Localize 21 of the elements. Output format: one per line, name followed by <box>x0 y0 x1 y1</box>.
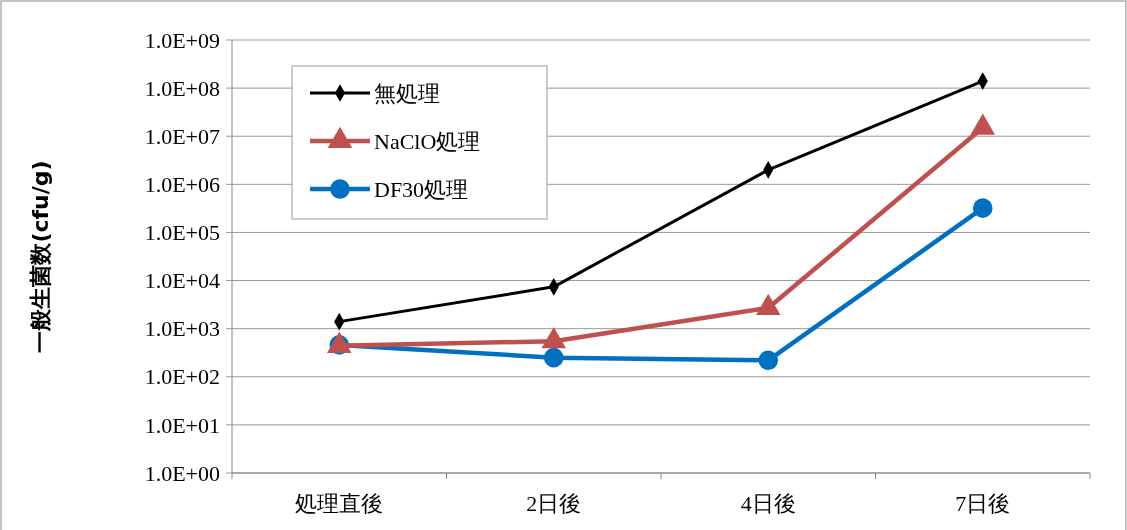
point <box>758 350 779 371</box>
point <box>543 347 564 368</box>
y-tick-label: 1.0E+03 <box>144 316 220 342</box>
y-tick-label: 1.0E+02 <box>144 364 220 390</box>
y-tick-label: 1.0E+01 <box>144 412 220 438</box>
x-tick-label: 4日後 <box>740 491 796 516</box>
y-tick-label: 1.0E+06 <box>144 172 220 198</box>
x-tick-label: 7日後 <box>955 491 1011 516</box>
y-tick-label: 1.0E+04 <box>144 268 220 294</box>
x-tick-label: 2日後 <box>526 491 582 516</box>
legend-label: 無処理 <box>374 80 440 106</box>
y-axis-title: 一般生菌数(cfu/g) <box>28 160 53 353</box>
y-tick-label: 1.0E+07 <box>144 123 220 149</box>
y-tick-label: 1.0E+08 <box>144 75 220 101</box>
x-tick-label: 処理直後 <box>295 491 384 516</box>
legend-label: NaClO処理 <box>374 128 481 154</box>
point <box>972 198 993 218</box>
legend-label: DF30処理 <box>374 176 469 202</box>
y-tick-label: 1.0E+09 <box>144 27 220 53</box>
y-tick-label: 1.0E+05 <box>144 220 220 246</box>
y-tick-label: 1.0E+00 <box>144 460 220 486</box>
